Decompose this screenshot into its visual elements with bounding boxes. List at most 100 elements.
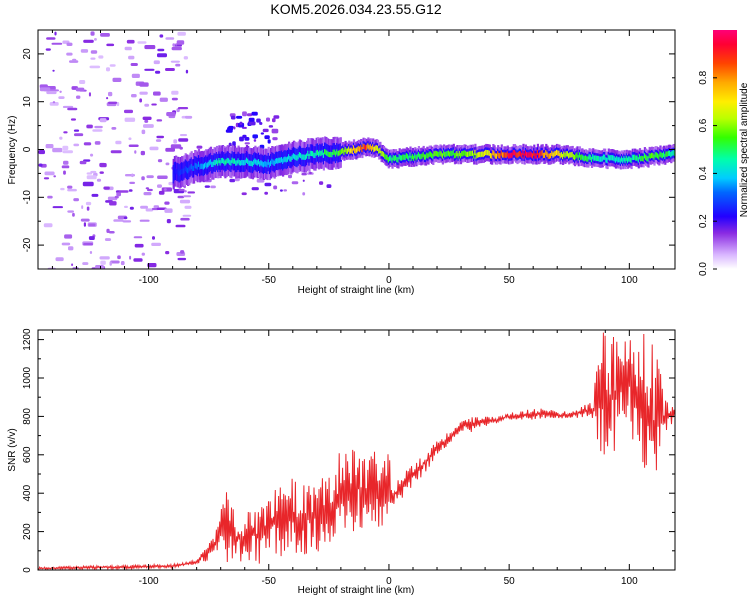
spectrogram-noise-cell: [141, 129, 146, 135]
spectrogram-noise-cell: [67, 210, 74, 213]
spectrogram-ridge-core: [432, 153, 435, 160]
spectrogram-ridge-core: [178, 170, 181, 176]
spectrogram-ridge-core: [599, 156, 602, 162]
spectrogram-ridge-core: [608, 155, 612, 161]
spectrogram-ridge-core: [488, 150, 491, 156]
spectrogram-ridge-core: [619, 158, 622, 164]
spectrogram-noise-cell: [99, 171, 104, 174]
spectrogram-ridge-core: [346, 148, 350, 154]
spectrogram-ridge-core: [509, 153, 512, 159]
spectrogram-noise-cell: [71, 263, 74, 266]
spectrogram-ridge-core: [658, 154, 661, 160]
spectrogram-noise-cell: [82, 181, 94, 187]
x-tick-label: -50: [262, 275, 277, 286]
spectrogram-noise-cell: [177, 31, 186, 36]
spectrogram-ridge-core: [344, 146, 347, 153]
spectrogram-ridge-core: [622, 158, 625, 164]
spectrogram-ridge-core: [285, 157, 288, 163]
spectrogram-ridge-core: [176, 169, 179, 175]
spectrogram-noise-cell: [143, 124, 154, 128]
spectrogram-noise-cell: [86, 206, 90, 211]
spectrogram-noise-cell: [170, 144, 182, 149]
y-tick-label: 200: [22, 523, 33, 540]
spectrogram-ridge-core: [232, 158, 235, 164]
spectrogram-noise-cell: [157, 48, 165, 52]
spectrogram-noise-cell: [88, 236, 95, 240]
spectrogram-noise-cell: [131, 94, 137, 98]
spectrogram-ridge-core: [339, 149, 342, 156]
spectrogram-ridge-core: [290, 156, 293, 162]
spectrogram-ridge-core: [376, 145, 380, 151]
spectrogram-noise-cell: [183, 56, 188, 60]
spectrogram-ridge-core: [384, 153, 387, 159]
spectrogram-ridge-core: [253, 159, 256, 165]
spectrogram-noise-cell: [262, 128, 269, 133]
spectrogram-ridge-core: [370, 146, 374, 152]
spectrogram-noise-cell: [165, 68, 175, 71]
spectrogram-ridge-core: [233, 158, 237, 164]
spectrogram-noise-cell: [139, 219, 150, 222]
spectrogram-ridge-core: [606, 157, 609, 164]
spectrogram-noise-cell: [244, 142, 250, 145]
spectrogram-ridge-layer: [172, 136, 675, 190]
spectrogram-ridge-core: [530, 152, 533, 158]
snr-x-label: Height of straight line (km): [298, 585, 415, 596]
spectrogram-ridge-core: [199, 164, 202, 170]
spectrogram-ridge-core: [352, 145, 356, 151]
spectrogram-ridge-core: [546, 151, 549, 157]
spectrogram-noise-cell: [128, 144, 139, 147]
spectrogram-noise-cell: [103, 186, 110, 190]
spectrogram-ridge-core: [637, 157, 640, 163]
spectrogram-ridge-core: [387, 157, 390, 163]
y-tick-label: 20: [22, 48, 33, 60]
spectrogram-noise-cell: [166, 112, 176, 117]
spectrogram-ridge-core: [524, 150, 527, 156]
spectrogram-ridge-core: [580, 154, 583, 161]
spectrogram-ridge-core: [614, 157, 618, 163]
spectrogram-ridge-core: [463, 150, 466, 156]
spectrogram-noise-cell: [44, 171, 55, 176]
y-tick-label: -10: [22, 190, 33, 205]
spectrogram-noise-cell: [165, 162, 170, 166]
spectrogram-ridge-core: [231, 157, 234, 163]
spectrogram-ridge-core: [289, 156, 292, 162]
spectrogram-noise-cell: [124, 109, 133, 114]
spectrogram-ridge-core: [209, 159, 213, 165]
spectrogram-noise-cell: [54, 31, 57, 36]
spectrogram-y-label: Frequency (Hz): [7, 116, 18, 185]
spectrogram-noise-cell: [69, 60, 79, 63]
spectrogram-noise-cell: [115, 140, 122, 145]
spectrogram-noise-cell: [157, 159, 163, 163]
spectrogram-noise-cell: [139, 98, 142, 103]
spectrogram-noise-cell: [86, 172, 93, 175]
spectrogram-ridge-core: [261, 161, 264, 167]
spectrogram-noise-cell: [117, 255, 121, 260]
spectrogram-ridge-core: [601, 156, 604, 162]
spectrogram-ridge-core: [385, 154, 388, 160]
spectrogram-ridge-core: [336, 149, 339, 155]
spectrogram-ridge-core: [318, 151, 321, 157]
spectrogram-ridge-core: [250, 160, 253, 166]
spectrogram-noise-cell: [164, 201, 170, 205]
spectrogram-noise-cell: [108, 101, 118, 104]
spectrogram-ridge-core: [375, 145, 378, 151]
spectrogram-ridge-core: [381, 151, 384, 157]
spectrogram-noise-cell: [253, 139, 257, 142]
spectrogram-ridge-core: [190, 163, 193, 170]
spectrogram-ridge-core: [304, 154, 307, 160]
spectrogram-noise-cell: [49, 89, 59, 92]
spectrogram-ridge-core: [201, 163, 204, 169]
spectrogram-ridge-core: [235, 160, 238, 166]
spectrogram-ridge-core: [554, 150, 557, 157]
spectrogram-ridge-core: [625, 155, 628, 162]
spectrogram-ridge-core: [403, 154, 406, 160]
spectrogram-ridge-core: [215, 158, 219, 164]
spectrogram-ridge-core: [271, 158, 274, 164]
spectrogram-noise-cell: [234, 177, 240, 182]
spectrogram-ridge-core: [236, 160, 239, 166]
spectrogram-noise-cell: [161, 187, 172, 192]
spectrogram-ridge-core: [435, 150, 438, 157]
spectrogram-noise-cell: [90, 153, 94, 157]
spectrogram-noise-cell: [75, 87, 85, 92]
